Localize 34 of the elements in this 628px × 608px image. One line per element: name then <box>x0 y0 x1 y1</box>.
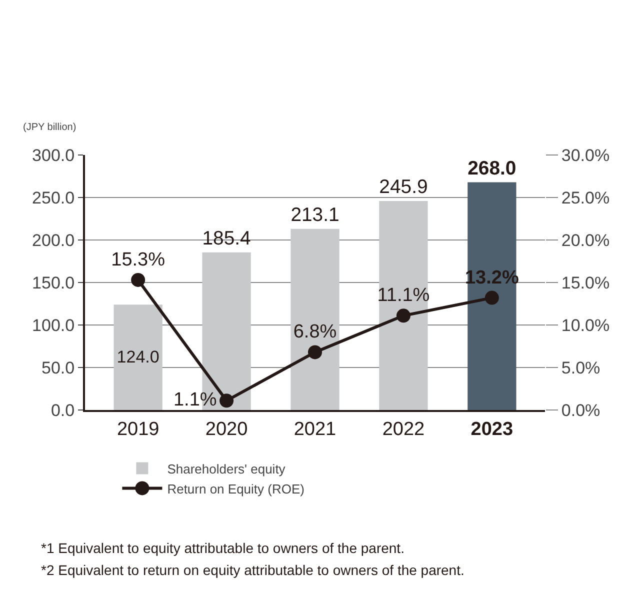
data-label: 11.1% <box>377 285 430 306</box>
y2-tick-label: 0.0% <box>561 400 600 420</box>
x-tick-label: 2019 <box>116 418 160 440</box>
data-label: 245.9 <box>379 176 428 198</box>
y-axis-title: (JPY billion) <box>23 122 76 133</box>
x-tick-label: 2022 <box>382 418 425 440</box>
y2-tick-label: 30.0% <box>561 146 610 165</box>
legend-label: Shareholders' equity <box>167 461 286 476</box>
data-label: 13.2% <box>464 267 519 288</box>
x-tick-label: 2023 <box>470 418 514 440</box>
y-tick-label: 0.0 <box>50 400 75 420</box>
data-label: 268.0 <box>468 157 516 180</box>
x-tick-label: 2021 <box>294 418 336 440</box>
y2-tick-label: 25.0% <box>561 188 610 208</box>
y-tick-label: 100.0 <box>32 316 75 335</box>
y-tick-label: 200.0 <box>32 230 75 250</box>
y-tick-label: 300.0 <box>32 146 75 165</box>
y2-tick-label: 20.0% <box>561 230 610 250</box>
y-tick-label: 150.0 <box>32 273 75 292</box>
y2-tick-label: 10.0% <box>561 316 610 335</box>
data-label: 1.1% <box>173 389 217 410</box>
x-tick-label: 2020 <box>205 418 248 440</box>
data-label: 213.1 <box>290 204 340 226</box>
y-tick-label: 50.0 <box>42 358 75 378</box>
text: *2 Equivalent to return on equity attributable to owners of the parent. <box>41 562 464 578</box>
text: *1 Equivalent to equity attributable to owners of the parent. <box>41 540 404 556</box>
legend-label: Return on Equity (ROE) <box>167 481 304 496</box>
data-label: 6.8% <box>293 322 337 343</box>
y-tick-label: 250.0 <box>32 188 75 208</box>
data-label: 124.0 <box>116 347 160 366</box>
data-label: 15.3% <box>111 249 166 270</box>
y2-tick-label: 5.0% <box>561 358 600 378</box>
data-label: 185.4 <box>202 228 252 250</box>
y2-tick-label: 15.0% <box>561 273 610 292</box>
